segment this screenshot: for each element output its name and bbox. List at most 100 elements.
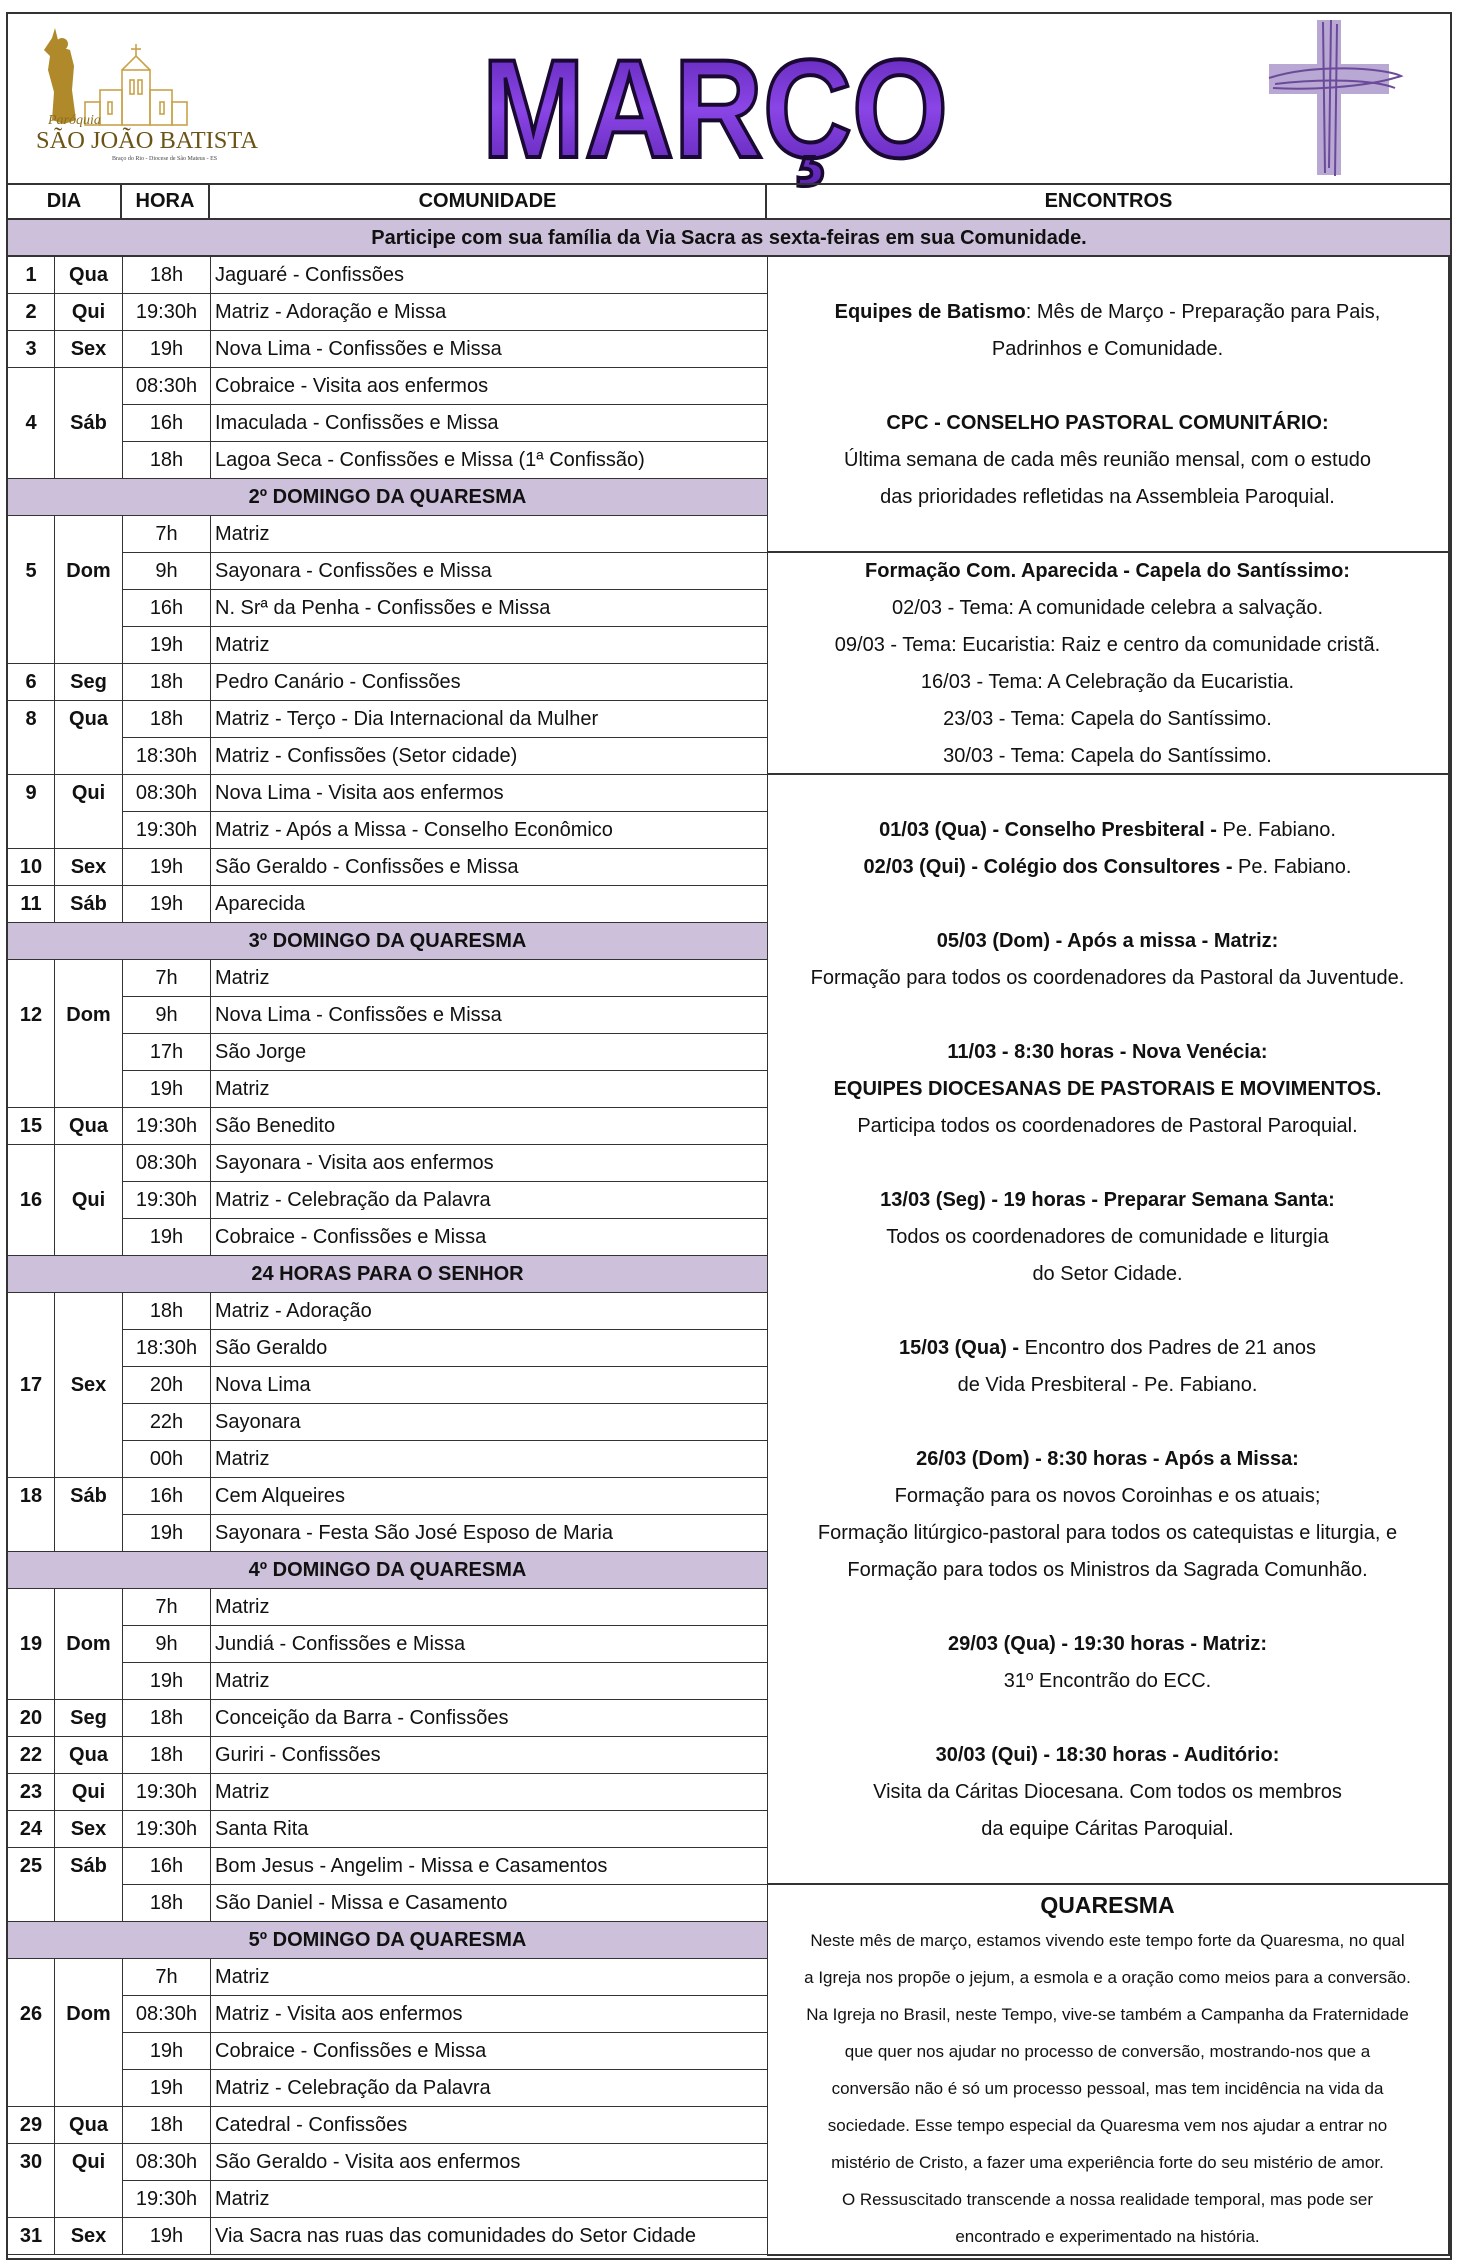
event-place: Jaguaré - Confissões [211, 257, 768, 294]
weekday: Dom [66, 1004, 111, 1026]
encontros-highlight: Equipes de Batismo [834, 301, 1026, 323]
event-time: 08:30h [123, 1145, 211, 1182]
event-place: Matriz [211, 1774, 768, 1811]
event-place: Nova Lima - Confissões e Missa [211, 997, 768, 1034]
event-place: São Geraldo - Visita aos enfermos [211, 2144, 768, 2181]
event-time: 22h [123, 1404, 211, 1441]
day-number: 9 [25, 782, 37, 804]
day-number: 18 [19, 1485, 43, 1507]
encontros-text: Padrinhos e Comunidade. [991, 338, 1224, 360]
encontros-highlight: 01/03 (Qua) - Conselho Presbiteral - [879, 819, 1223, 841]
encontros-text: Pe. Fabiano. [1222, 819, 1336, 841]
encontros-highlight: 26/03 (Dom) - 8:30 horas - Após a Missa: [916, 1448, 1299, 1470]
event-time: 16h [123, 1848, 211, 1885]
quaresma-text-line: a Igreja nos propõe o jejum, a esmola e … [804, 1968, 1411, 1987]
sunday-band: 24 HORAS PARA O SENHOR [8, 1256, 768, 1293]
encontros-line [767, 1848, 1448, 1885]
weekday-cell: Qui [55, 775, 123, 849]
event-time: 19h [123, 849, 211, 886]
weekday-cell: Sex [55, 331, 123, 368]
event-place: Matriz - Após a Missa - Conselho Econômi… [211, 812, 768, 849]
encontros-line [767, 1404, 1448, 1441]
via-sacra-notice: Participe com sua família da Via Sacra a… [8, 220, 1450, 257]
event-time: 19h [123, 2218, 211, 2255]
day-number-cell: 20 [8, 1700, 55, 1737]
event-place: Cobraice - Confissões e Missa [211, 2033, 768, 2070]
encontros-line: Formação Com. Aparecida - Capela do Sant… [767, 553, 1448, 590]
encontros-line: da equipe Cáritas Paroquial. [767, 1811, 1448, 1848]
encontros-text: Formação litúrgico-pastoral para todos o… [817, 1522, 1398, 1544]
event-place: Jundiá - Confissões e Missa [211, 1626, 768, 1663]
event-place: Matriz - Celebração da Palavra [211, 1182, 768, 1219]
day-number-cell: 26 [8, 1959, 55, 2107]
weekday-cell: Qua [55, 1737, 123, 1774]
event-place: Pedro Canário - Confissões [211, 664, 768, 701]
encontros-line [767, 368, 1448, 405]
event-place: Matriz [211, 1959, 768, 1996]
day-number: 17 [19, 1374, 43, 1396]
encontros-line [767, 516, 1448, 553]
weekday: Qui [71, 1781, 106, 1803]
weekday: Qua [69, 708, 108, 730]
encontros-line: Todos os coordenadores de comunidade e l… [767, 1219, 1448, 1256]
day-number-cell: 6 [8, 664, 55, 701]
page-title-text: MARÇO [482, 45, 948, 187]
encontros-line: EQUIPES DIOCESANAS DE PASTORAIS E MOVIME… [767, 1071, 1448, 1108]
column-header-dia: DIA [6, 183, 122, 220]
encontros-line: Formação para todos os coordenadores da … [767, 960, 1448, 997]
event-place: Lagoa Seca - Confissões e Missa (1ª Conf… [211, 442, 768, 479]
cross-icon [1265, 18, 1415, 178]
event-place: Matriz [211, 1441, 768, 1478]
sunday-band: 5º DOMINGO DA QUARESMA [8, 1922, 768, 1959]
weekday-cell: Sex [55, 2218, 123, 2255]
event-place: Sayonara - Festa São José Esposo de Mari… [211, 1515, 768, 1552]
event-place: Cobraice - Confissões e Missa [211, 1219, 768, 1256]
weekday: Sáb [70, 1485, 107, 1507]
day-number: 4 [25, 412, 37, 434]
event-place: Cem Alqueires [211, 1478, 768, 1515]
logo-line-paroquia: Paróquia [47, 113, 101, 128]
sunday-band: 2º DOMINGO DA QUARESMA [8, 479, 768, 516]
weekday: Sex [70, 338, 107, 360]
event-time: 18h [123, 701, 211, 738]
encontros-section: 01/03 (Qua) - Conselho Presbiteral - Pe.… [767, 775, 1450, 1885]
day-number: 29 [19, 2114, 43, 2136]
encontros-line: 13/03 (Seg) - 19 horas - Preparar Semana… [767, 1182, 1448, 1219]
weekday: Qua [69, 1115, 108, 1137]
column-header-comunidade: COMUNIDADE [210, 183, 767, 220]
quaresma-text-line: Neste mês de março, estamos vivendo este… [810, 1931, 1405, 1950]
event-place: São Geraldo [211, 1330, 768, 1367]
encontros-text: Participa todos os coordenadores de Past… [857, 1115, 1358, 1137]
encontros-line: 23/03 - Tema: Capela do Santíssimo. [767, 701, 1448, 738]
event-place: Matriz - Adoração [211, 1293, 768, 1330]
event-time: 19:30h [123, 1811, 211, 1848]
event-place: Sayonara - Visita aos enfermos [211, 1145, 768, 1182]
event-time: 19h [123, 2033, 211, 2070]
weekday-cell: Dom [55, 516, 123, 664]
encontros-line: do Setor Cidade. [767, 1256, 1448, 1293]
event-time: 7h [123, 1959, 211, 1996]
day-number: 19 [19, 1633, 43, 1655]
encontros-text: 31º Encontrão do ECC. [1003, 1670, 1212, 1692]
day-number: 31 [19, 2225, 43, 2247]
day-number-cell: 8 [8, 701, 55, 775]
event-place: Matriz - Celebração da Palavra [211, 2070, 768, 2107]
encontros-text: Última semana de cada mês reunião mensal… [844, 449, 1371, 471]
encontros-line [767, 1700, 1448, 1737]
weekday: Qua [69, 1744, 108, 1766]
weekday-cell: Sáb [55, 1478, 123, 1552]
parish-logo: Paróquia SÃO JOÃO BATISTA Braço do Rio -… [30, 20, 270, 170]
event-place: Matriz - Adoração e Missa [211, 294, 768, 331]
encontros-text: 30/03 - Tema: Capela do Santíssimo. [943, 745, 1272, 767]
quaresma-text-line: O Ressuscitado transcende a nossa realid… [841, 2190, 1374, 2209]
quaresma-text-line: conversão não é só um processo pessoal, … [831, 2079, 1384, 2098]
day-number: 20 [19, 1707, 43, 1729]
day-number-cell: 22 [8, 1737, 55, 1774]
weekday: Qui [71, 782, 106, 804]
weekday: Sáb [70, 412, 107, 434]
encontros-section: Formação Com. Aparecida - Capela do Sant… [767, 553, 1450, 775]
encontros-line [767, 1145, 1448, 1182]
day-number-cell: 4 [8, 368, 55, 479]
day-number-cell: 25 [8, 1848, 55, 1922]
day-number-cell: 23 [8, 1774, 55, 1811]
